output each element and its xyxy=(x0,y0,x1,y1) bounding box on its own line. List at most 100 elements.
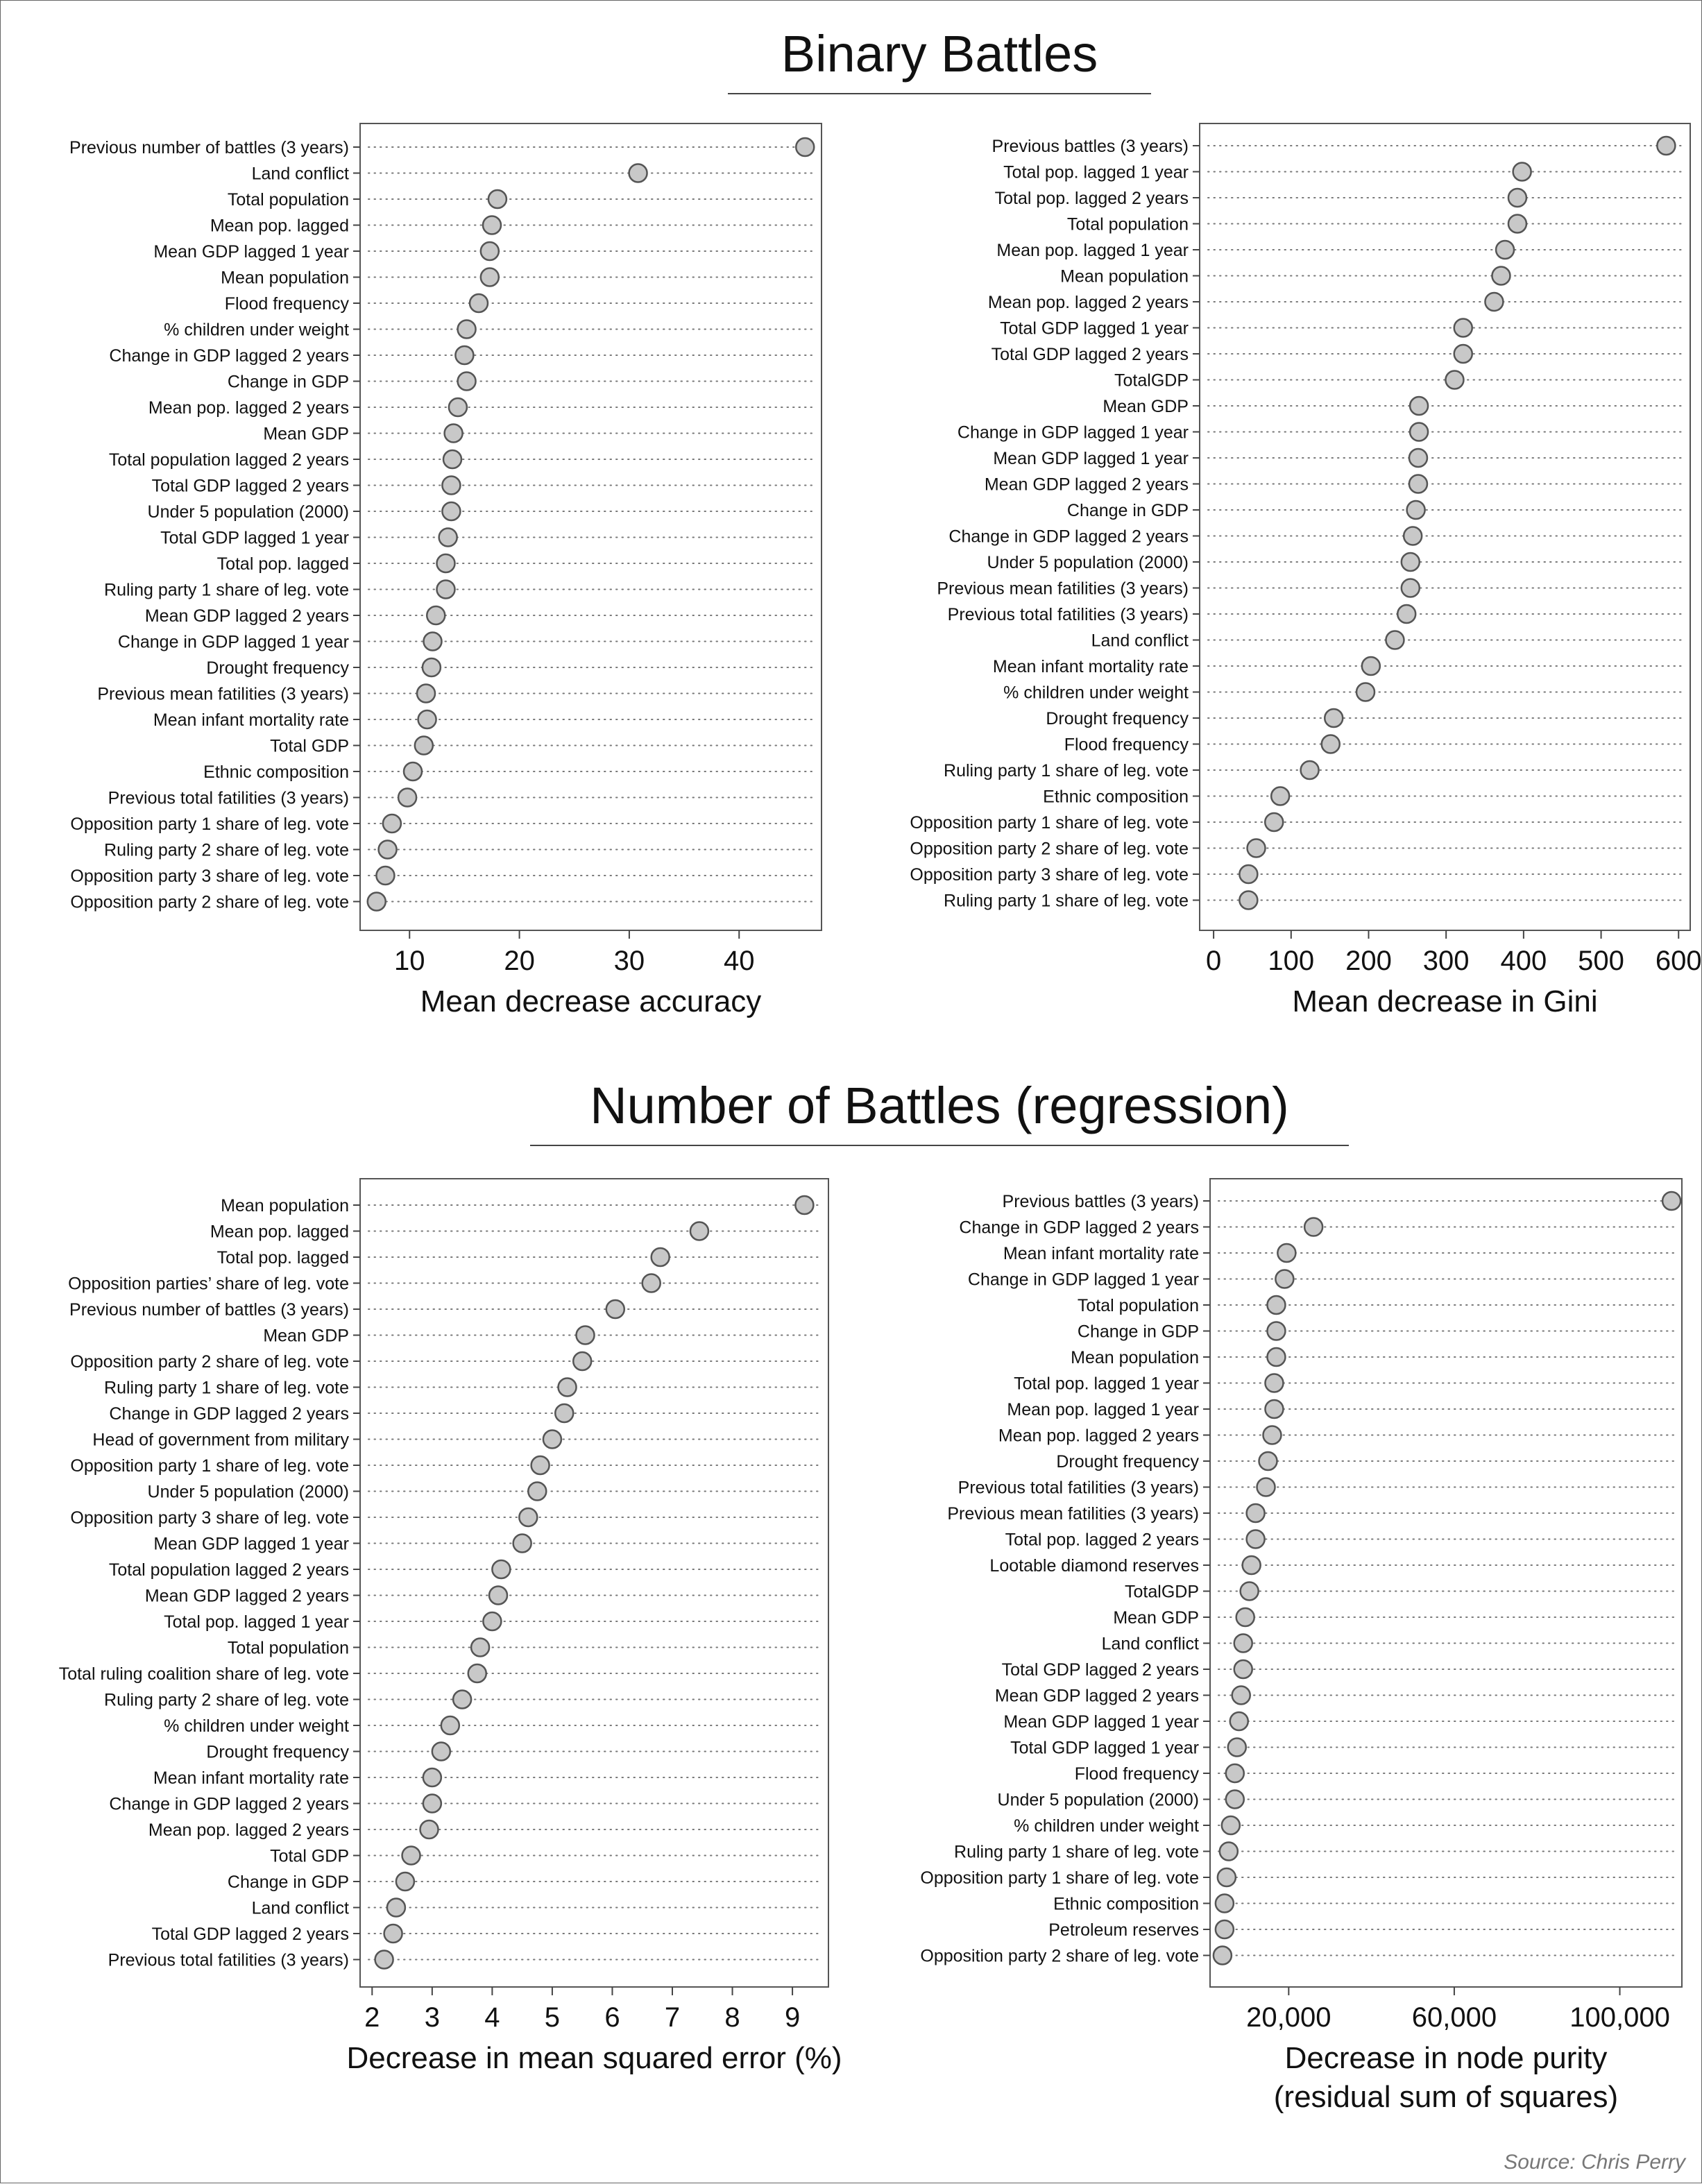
category-label: Previous total fatilities (3 years) xyxy=(948,605,1189,624)
data-point xyxy=(479,241,500,262)
category-label: TotalGDP xyxy=(1125,1582,1199,1602)
data-point xyxy=(1233,1633,1253,1653)
data-point xyxy=(1507,187,1528,208)
category-label: Mean pop. lagged 2 years xyxy=(148,398,349,418)
category-label: Opposition party 2 share of leg. vote xyxy=(70,1352,349,1372)
category-label: Total GDP lagged 1 year xyxy=(160,529,349,548)
data-point xyxy=(1270,786,1291,806)
category-label: Land conflict xyxy=(252,164,349,184)
plot-frame xyxy=(359,1178,829,1988)
data-row: Total GDP lagged 1 year xyxy=(160,527,815,548)
category-label: Opposition party 1 share of leg. vote xyxy=(70,1456,349,1476)
data-row: Previous number of battles (3 years) xyxy=(69,1299,822,1320)
category-label: Change in GDP lagged 2 years xyxy=(109,1404,349,1424)
data-point xyxy=(1218,1841,1239,1861)
category-label: Total GDP lagged 2 years xyxy=(152,477,349,496)
data-row: Total GDP lagged 2 years xyxy=(992,343,1684,364)
data-point xyxy=(402,761,423,782)
category-label: Previous mean fatilities (3 years) xyxy=(937,579,1189,599)
category-label: Total pop. lagged 1 year xyxy=(164,1612,349,1632)
x-tick-label: 5 xyxy=(545,2002,560,2033)
category-label: Mean GDP xyxy=(263,425,349,444)
category-label: Total population xyxy=(1067,215,1189,234)
x-tick-label: 9 xyxy=(785,2002,800,2033)
category-label: Ruling party 2 share of leg. vote xyxy=(104,1691,349,1710)
category-label: Mean population xyxy=(221,268,349,288)
category-label: % children under weight xyxy=(1014,1816,1199,1836)
data-point xyxy=(1229,1711,1250,1732)
data-point xyxy=(377,839,398,860)
category-label: Ruling party 1 share of leg. vote xyxy=(954,1843,1199,1862)
data-point xyxy=(382,813,402,834)
data-row: Total GDP xyxy=(270,735,815,756)
x-tick-label: 4 xyxy=(484,2002,500,2033)
data-row: Opposition party 3 share of leg. vote xyxy=(910,864,1684,885)
data-point xyxy=(1216,1867,1237,1888)
data-point xyxy=(795,137,815,157)
data-point xyxy=(1214,1919,1235,1940)
data-row: Change in GDP xyxy=(1078,1321,1676,1342)
category-label: Mean infant mortality rate xyxy=(153,710,349,730)
data-point xyxy=(1400,578,1421,598)
category-label: Opposition party 3 share of leg. vote xyxy=(910,865,1189,885)
data-point xyxy=(366,891,386,912)
data-row: Change in GDP lagged 1 year xyxy=(958,422,1684,443)
category-label: Head of government from military xyxy=(92,1431,349,1450)
category-label: Under 5 population (2000) xyxy=(148,502,349,522)
data-row: Total GDP lagged 2 years xyxy=(152,475,815,496)
data-point xyxy=(1355,682,1376,702)
category-label: Ruling party 1 share of leg. vote xyxy=(944,891,1189,911)
data-point xyxy=(575,1325,595,1345)
data-row: Mean GDP xyxy=(1113,1607,1676,1628)
data-row: Ruling party 1 share of leg. vote xyxy=(104,579,815,600)
data-point xyxy=(542,1429,563,1449)
data-row: Change in GDP lagged 1 year xyxy=(968,1269,1676,1290)
category-label: Mean GDP lagged 2 years xyxy=(145,1587,349,1606)
data-row: Total GDP lagged 1 year xyxy=(1000,318,1684,339)
data-row: Drought frequency xyxy=(1056,1451,1676,1471)
data-point xyxy=(1235,1607,1255,1628)
data-row: Change in GDP xyxy=(228,371,815,392)
data-row: Mean infant mortality rate xyxy=(1003,1243,1676,1263)
data-point xyxy=(1408,447,1429,468)
x-tick-label: 20 xyxy=(504,946,535,976)
data-row: Mean pop. lagged xyxy=(210,215,815,236)
data-point xyxy=(441,501,461,522)
data-point xyxy=(423,631,443,651)
data-row: Previous battles (3 years) xyxy=(992,135,1684,156)
category-label: Land conflict xyxy=(1091,631,1189,651)
category-label: Change in GDP lagged 1 year xyxy=(118,633,349,652)
data-row: Under 5 population (2000) xyxy=(987,552,1684,572)
data-point xyxy=(452,1689,473,1709)
section-title-regression: Number of Battles (regression) xyxy=(590,1077,1289,1134)
category-label: Mean GDP lagged 1 year xyxy=(993,449,1189,468)
category-label: Drought frequency xyxy=(1046,709,1189,728)
data-row: Total GDP lagged 2 years xyxy=(152,1923,822,1944)
data-point xyxy=(512,1533,532,1553)
x-tick-label: 7 xyxy=(665,2002,680,2033)
category-label: Previous number of battles (3 years) xyxy=(69,1300,349,1320)
data-row: Total ruling coalition share of leg. vot… xyxy=(59,1663,822,1684)
category-label: Mean GDP lagged 2 years xyxy=(145,606,349,626)
data-row: Change in GDP lagged 1 year xyxy=(118,631,815,652)
category-label: Change in GDP lagged 1 year xyxy=(958,423,1189,443)
category-label: Flood frequency xyxy=(1075,1764,1200,1784)
data-row: Ruling party 1 share of leg. vote xyxy=(104,1377,822,1398)
category-label: Mean infant mortality rate xyxy=(153,1768,349,1788)
data-row: Drought frequency xyxy=(206,657,815,678)
data-row: Change in GDP xyxy=(228,1871,822,1892)
data-point xyxy=(794,1195,815,1215)
category-label: Mean GDP lagged 2 years xyxy=(985,475,1189,495)
data-point xyxy=(1241,1555,1261,1576)
category-label: Ethnic composition xyxy=(203,762,349,782)
data-point xyxy=(1275,1269,1295,1289)
data-row: Total pop. lagged 1 year xyxy=(164,1611,822,1632)
data-row: Total population xyxy=(1078,1295,1676,1315)
data-row: Previous total fatilities (3 years) xyxy=(948,604,1684,624)
data-point xyxy=(527,1481,547,1501)
data-point xyxy=(422,1793,443,1814)
source-credit: Source: Chris Perry xyxy=(1504,2151,1687,2174)
data-row: % children under weight xyxy=(1014,1815,1676,1836)
category-label: % children under weight xyxy=(1003,683,1189,703)
data-point xyxy=(422,1767,443,1788)
